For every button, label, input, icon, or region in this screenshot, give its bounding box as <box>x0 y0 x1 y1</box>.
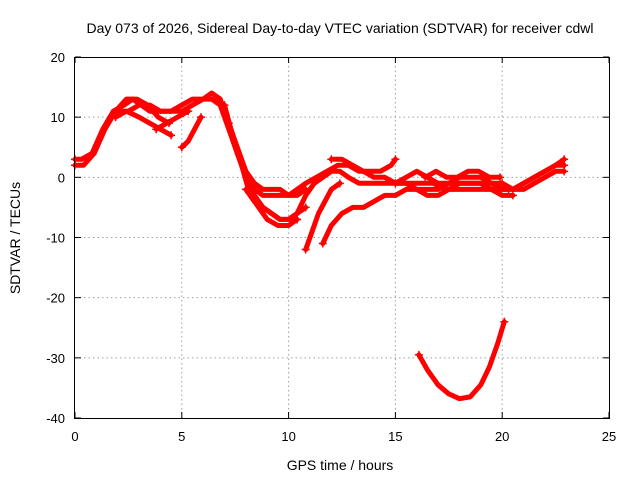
series-line <box>499 156 567 192</box>
y-axis-title: SDTVAR / TECUs <box>7 182 23 294</box>
data-point-marker <box>335 179 344 188</box>
series-line <box>72 96 172 168</box>
data-point-marker <box>498 179 507 188</box>
y-tick-label: 20 <box>51 50 65 65</box>
x-axis-title: GPS time / hours <box>287 457 394 473</box>
data-point-marker <box>177 143 186 152</box>
series-line <box>226 120 309 198</box>
x-tick-label: 10 <box>281 429 295 444</box>
y-tick-label: -20 <box>46 291 65 306</box>
data-point-marker <box>301 203 310 212</box>
series-line <box>243 168 512 222</box>
data-point-marker <box>152 125 161 134</box>
series-line <box>328 156 516 198</box>
series-line <box>153 108 191 132</box>
data-point-marker <box>391 155 400 164</box>
y-tick-label: -30 <box>46 351 65 366</box>
grid <box>75 57 609 418</box>
x-tick-label: 25 <box>602 429 616 444</box>
series-arc-15 <box>498 155 569 192</box>
data-point-marker <box>224 119 233 128</box>
chart-title: Day 073 of 2026, Sidereal Day-to-day VTE… <box>86 20 593 36</box>
series-line <box>179 114 204 150</box>
y-tick-label: -10 <box>46 231 65 246</box>
plot-frame <box>74 57 610 419</box>
series-arc-10 <box>301 179 344 254</box>
axis-ticks: -40 -30 -20 -10 0 10 20 0 5 10 15 20 25 <box>46 50 616 444</box>
series-arc-16 <box>414 317 509 402</box>
series-line <box>303 180 343 252</box>
data-point-marker <box>496 173 505 182</box>
data-point-marker <box>318 239 327 248</box>
data-point-marker <box>167 131 176 140</box>
data-series <box>71 90 569 402</box>
data-point-marker <box>421 173 430 182</box>
data-point-marker <box>391 179 400 188</box>
y-tick-label: -40 <box>46 411 65 426</box>
x-tick-label: 15 <box>388 429 402 444</box>
data-point-marker <box>500 317 509 326</box>
data-point-marker <box>111 113 120 122</box>
data-point-marker <box>293 215 302 224</box>
data-point-marker <box>184 107 193 116</box>
x-tick-label: 0 <box>71 429 78 444</box>
data-point-marker <box>197 113 206 122</box>
data-point-marker <box>560 155 569 164</box>
data-point-marker <box>414 350 423 359</box>
series-arc-14 <box>421 168 505 182</box>
y-tick-label: 10 <box>51 110 65 125</box>
series-arc-6 <box>177 113 206 152</box>
x-tick-label: 5 <box>178 429 185 444</box>
y-tick-label: 0 <box>58 170 65 185</box>
data-point-marker <box>113 107 122 116</box>
data-point-marker <box>508 191 517 200</box>
data-point-marker <box>241 185 250 194</box>
series-line <box>320 168 567 246</box>
data-point-marker <box>301 245 310 254</box>
series-arc-12 <box>327 155 517 200</box>
series-arc-5 <box>152 107 193 134</box>
data-point-marker <box>327 155 336 164</box>
data-point-marker <box>220 101 229 110</box>
series-line <box>416 319 507 402</box>
series-line <box>422 168 503 180</box>
x-tick-label: 20 <box>495 429 509 444</box>
